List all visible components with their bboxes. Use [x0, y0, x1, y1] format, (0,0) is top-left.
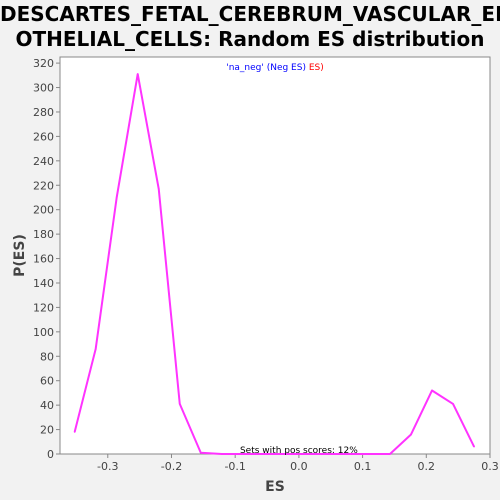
data-point — [178, 403, 181, 405]
data-point — [347, 453, 349, 455]
y-axis-label: P(ES) — [12, 234, 28, 277]
y-tick-label: 280 — [33, 106, 54, 119]
plot-area — [59, 56, 491, 455]
data-point — [199, 451, 202, 454]
y-tick-label: 320 — [33, 57, 54, 70]
data-point — [284, 453, 286, 455]
y-tick-label: 120 — [33, 301, 54, 314]
x-axis-label: ES — [265, 479, 285, 495]
pos-scores-annotation: Sets with pos scores: 12% — [240, 446, 358, 456]
data-point — [368, 453, 370, 455]
y-tick-label: 60 — [40, 375, 54, 388]
y-tick-label: 80 — [40, 350, 54, 363]
data-point — [326, 453, 328, 455]
legend-entry: 'na_neg' (Neg ES) ES) — [226, 63, 324, 73]
y-tick-label: 300 — [33, 82, 54, 95]
y-tick-label: 100 — [33, 326, 54, 339]
data-point — [136, 73, 139, 75]
legend-text-part: ES) — [309, 63, 324, 73]
x-tick-label: -0.1 — [224, 460, 245, 473]
y-tick-label: 220 — [33, 179, 54, 192]
data-point — [263, 453, 265, 455]
y-tick-label: 0 — [47, 448, 54, 461]
data-point — [221, 453, 223, 455]
y-tick-label: 140 — [33, 277, 54, 290]
x-tick-label: -0.2 — [161, 460, 182, 473]
x-tick-label: 0.0 — [290, 460, 308, 473]
data-point — [157, 188, 160, 190]
x-tick-label: -0.3 — [97, 460, 118, 473]
y-tick-label: 180 — [33, 228, 54, 241]
x-tick-label: 0.2 — [418, 460, 436, 473]
chart-title-line-1: DESCARTES_FETAL_CEREBRUM_VASCULAR_END — [0, 2, 500, 26]
data-point — [242, 453, 244, 455]
y-tick-label: 160 — [33, 253, 54, 266]
y-tick-label: 200 — [33, 204, 54, 217]
x-tick-label: 0.3 — [481, 460, 499, 473]
chart-title-line-2: OTHELIAL_CELLS: Random ES distribution — [15, 27, 485, 51]
data-point — [94, 348, 97, 350]
data-point — [305, 453, 307, 455]
data-point — [73, 431, 76, 433]
y-tick-label: 40 — [40, 399, 54, 412]
data-point — [431, 389, 433, 392]
data-point — [473, 445, 475, 448]
x-tick-label: 0.1 — [354, 460, 372, 473]
series-line — [73, 73, 475, 455]
legend-text-part: 'na_neg' ( — [226, 63, 270, 73]
y-tick-label: 260 — [33, 130, 54, 143]
legend-text-part: ) — [302, 63, 308, 73]
legend-text-part: Neg ES — [270, 63, 303, 73]
data-point — [115, 196, 118, 199]
y-tick-label: 20 — [40, 424, 54, 437]
data-point — [389, 453, 391, 455]
data-point — [410, 433, 412, 436]
data-point — [452, 403, 454, 405]
y-tick-label: 240 — [33, 155, 54, 168]
